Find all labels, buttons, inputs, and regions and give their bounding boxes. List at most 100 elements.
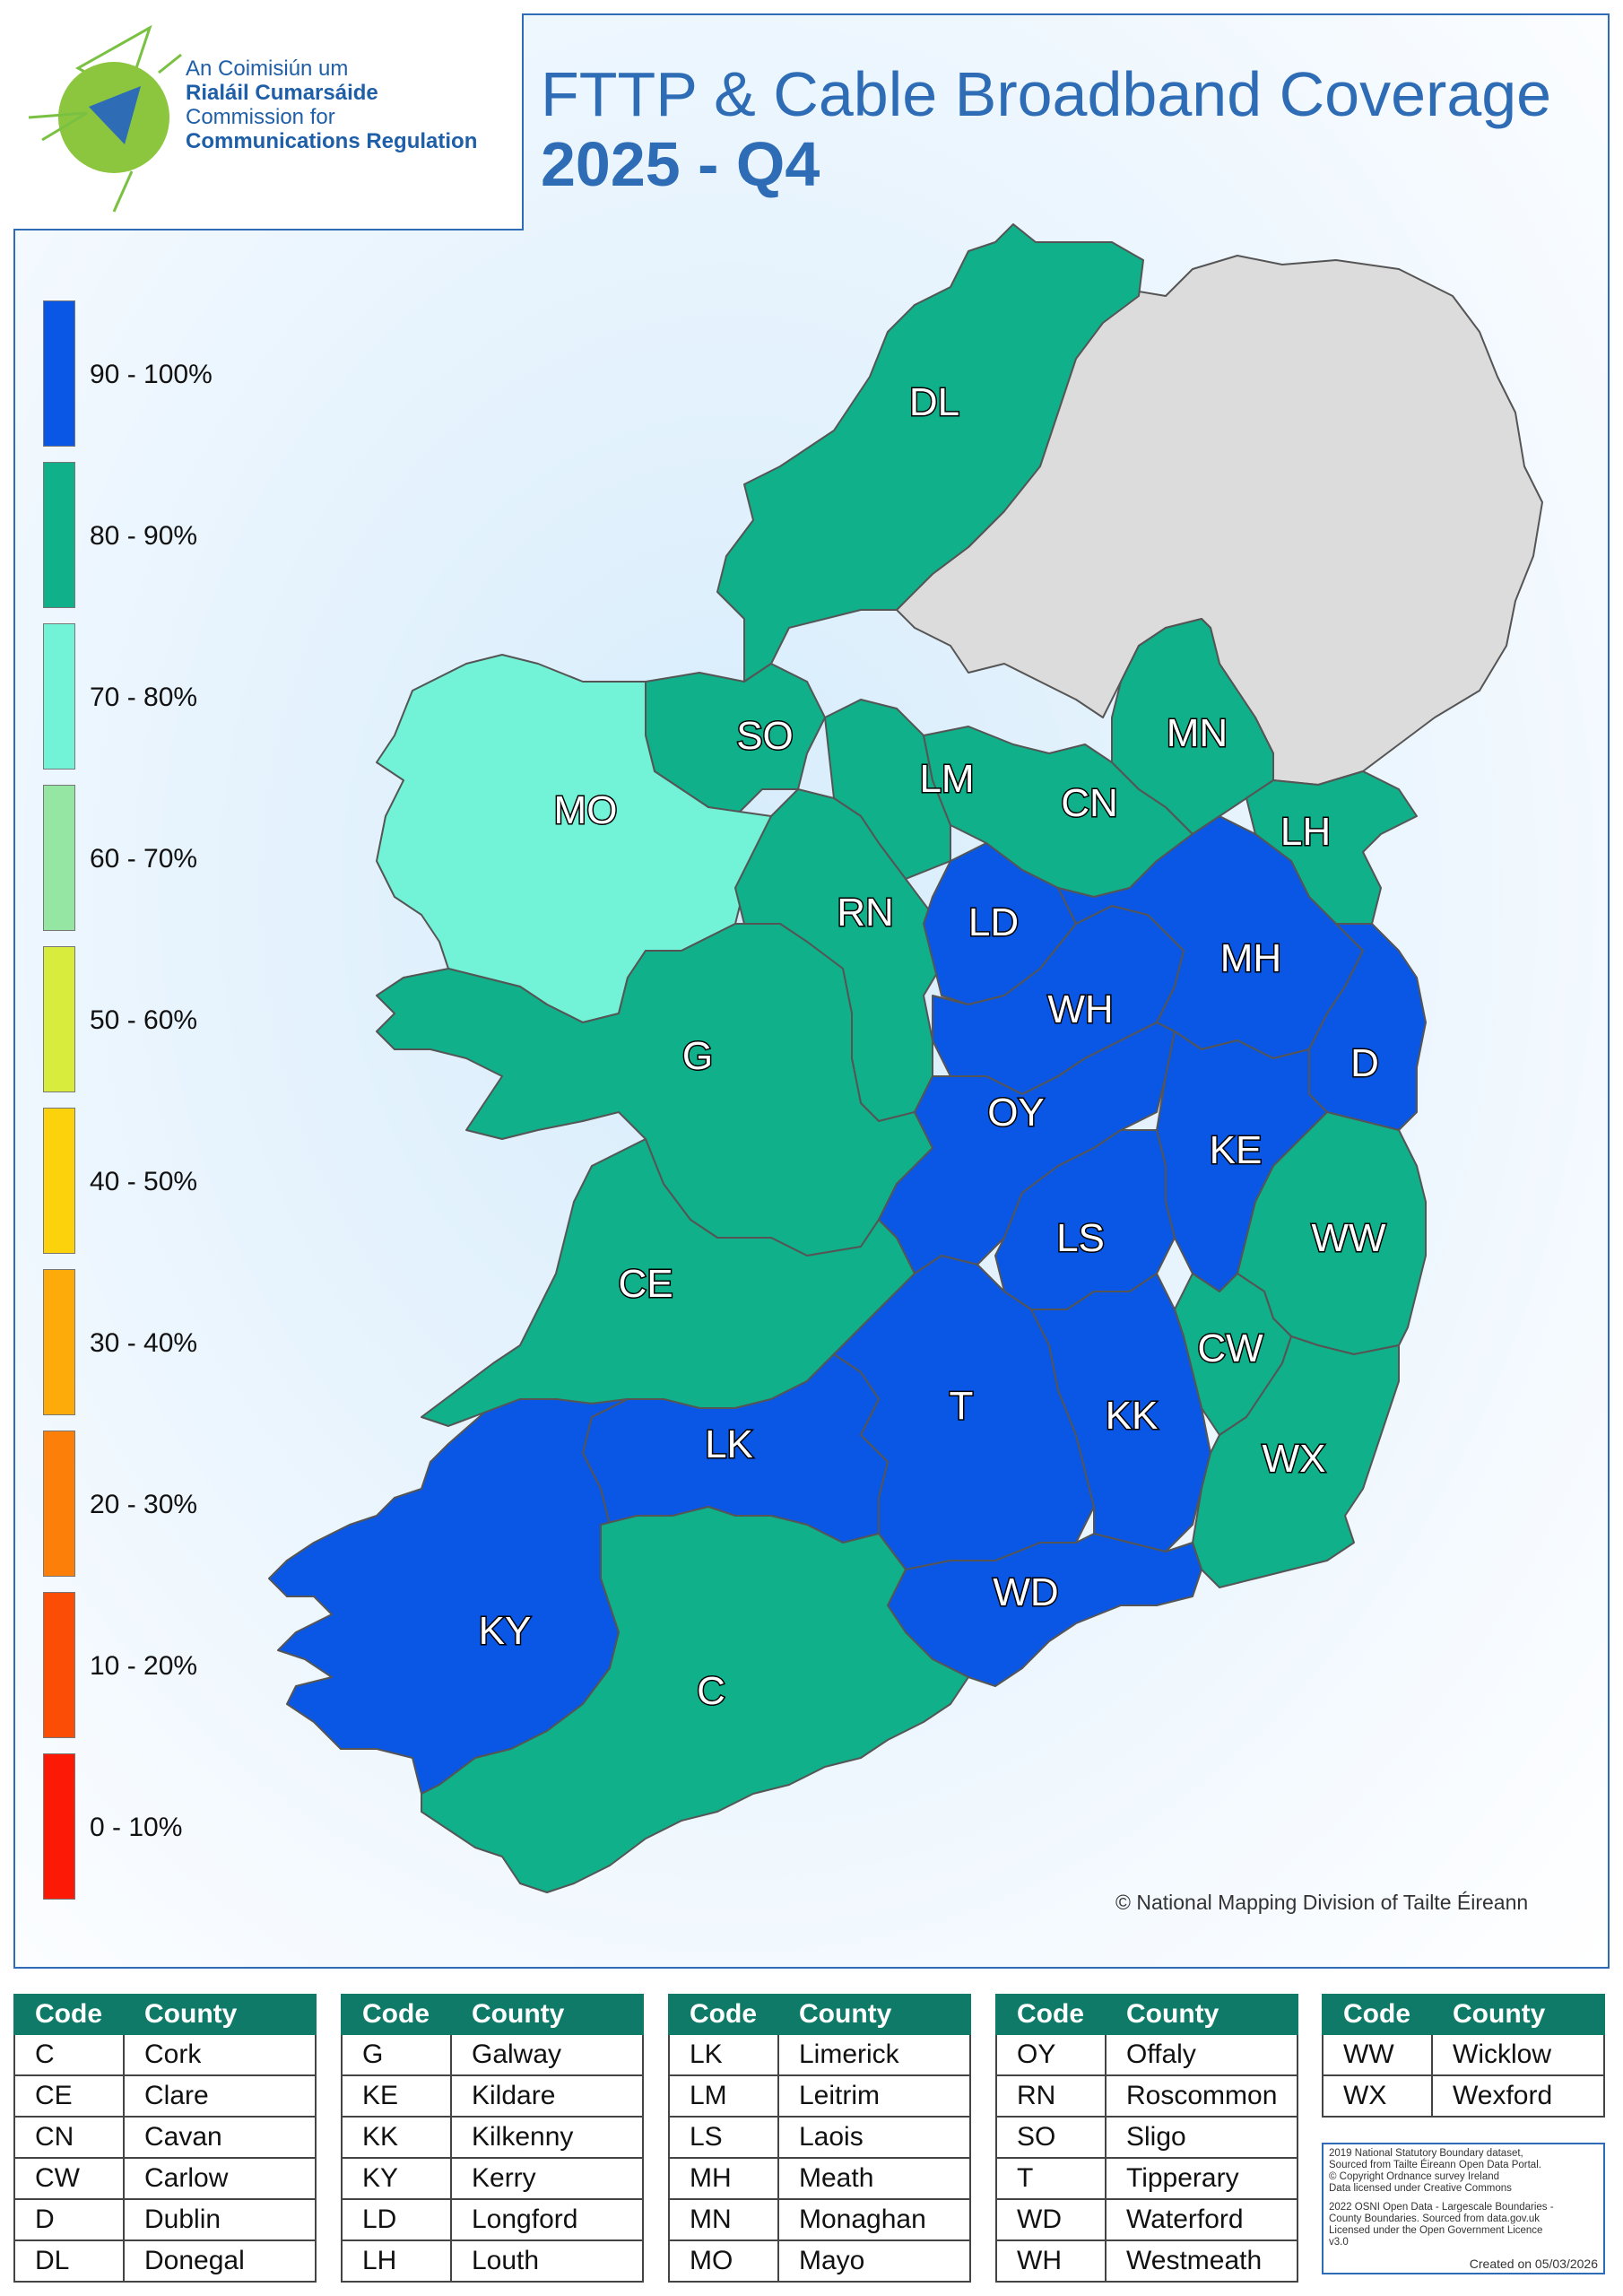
code-cell: RN bbox=[995, 2074, 1107, 2118]
map-label-cn: CN bbox=[1061, 781, 1118, 825]
logo-text: An Coimisiún um Rialáil Cumarsáide Commi… bbox=[186, 57, 477, 153]
map-label-lm: LM bbox=[919, 757, 974, 801]
county-cell: Offaly bbox=[1105, 2033, 1298, 2076]
table-header-county: County bbox=[777, 1994, 971, 2035]
table-header-county: County bbox=[1105, 1994, 1298, 2035]
code-cell: D bbox=[13, 2198, 125, 2241]
map-label-so: SO bbox=[736, 714, 794, 758]
table-row: CN Cavan bbox=[13, 2116, 317, 2159]
county-cell: Donegal bbox=[123, 2239, 317, 2283]
table-row: WX Wexford bbox=[1322, 2074, 1605, 2118]
table-header-code: Code bbox=[668, 1994, 779, 2035]
table-header-row: Code County bbox=[1322, 1994, 1605, 2035]
table-row: LK Limerick bbox=[668, 2033, 971, 2076]
table-row: SO Sligo bbox=[995, 2116, 1298, 2159]
note-line: 2019 National Statutory Boundary dataset… bbox=[1329, 2148, 1523, 2159]
code-cell: WW bbox=[1322, 2033, 1433, 2076]
table-row: MO Mayo bbox=[668, 2239, 971, 2283]
county-cell: Tipperary bbox=[1105, 2157, 1298, 2200]
table-header-row: Code County bbox=[341, 1994, 644, 2035]
note-line: Data licensed under Creative Commons bbox=[1329, 2183, 1512, 2194]
county-cell: Wicklow bbox=[1431, 2033, 1605, 2076]
code-cell: SO bbox=[995, 2116, 1107, 2159]
table-header-county: County bbox=[1431, 1994, 1605, 2035]
table-row: KY Kerry bbox=[341, 2157, 644, 2200]
map-label-wd: WD bbox=[993, 1570, 1058, 1614]
table-row: CW Carlow bbox=[13, 2157, 317, 2200]
map-label-ce: CE bbox=[618, 1262, 673, 1306]
note-line: v3.0 bbox=[1329, 2237, 1349, 2248]
code-cell: C bbox=[13, 2033, 125, 2076]
table-row: G Galway bbox=[341, 2033, 644, 2076]
map-label-lk: LK bbox=[705, 1422, 753, 1466]
note-line: Sourced from Tailte Éireann Open Data Po… bbox=[1329, 2160, 1541, 2170]
code-cell: T bbox=[995, 2157, 1107, 2200]
legend-swatch bbox=[43, 1108, 75, 1254]
table-header-row: Code County bbox=[13, 1994, 317, 2035]
map-label-dl: DL bbox=[909, 380, 959, 424]
code-cell: LS bbox=[668, 2116, 779, 2159]
table-header-county: County bbox=[450, 1994, 644, 2035]
map-label-mn: MN bbox=[1167, 711, 1228, 755]
county-table-1: Code County C Cork CE Clare CN Cavan CW Carlo… bbox=[13, 1994, 317, 2283]
county-cell: Carlow bbox=[123, 2157, 317, 2200]
map-label-oy: OY bbox=[987, 1091, 1045, 1135]
table-row: CE Clare bbox=[13, 2074, 317, 2118]
code-cell: MO bbox=[668, 2239, 779, 2283]
note-line: © Copyright Ordnance survey Ireland bbox=[1329, 2171, 1500, 2182]
table-row: KK Kilkenny bbox=[341, 2116, 644, 2159]
table-header-code: Code bbox=[341, 1994, 452, 2035]
code-cell: KY bbox=[341, 2157, 452, 2200]
map-title: FTTP & Cable Broadband Coverage bbox=[541, 59, 1552, 129]
legend-swatch bbox=[43, 1592, 75, 1738]
legend-label: 30 - 40% bbox=[90, 1328, 198, 1358]
map-label-ke: KE bbox=[1210, 1128, 1263, 1172]
legend-swatch bbox=[43, 946, 75, 1092]
code-cell: CE bbox=[13, 2074, 125, 2118]
map-label-mh: MH bbox=[1220, 936, 1281, 980]
logo-line-4: Communications Regulation bbox=[186, 129, 478, 153]
table-row: LM Leitrim bbox=[668, 2074, 971, 2118]
table-header-code: Code bbox=[1322, 1994, 1433, 2035]
legend-swatch bbox=[43, 300, 75, 447]
table-row: D Dublin bbox=[13, 2198, 317, 2241]
map-label-ld: LD bbox=[968, 900, 1019, 944]
table-header-row: Code County bbox=[995, 1994, 1298, 2035]
county-cell: Limerick bbox=[777, 2033, 971, 2076]
legend-swatch bbox=[43, 1269, 75, 1415]
code-cell: LH bbox=[341, 2239, 452, 2283]
map-label-wh: WH bbox=[1047, 987, 1113, 1031]
county-ky bbox=[268, 1398, 629, 1795]
table-row: MH Meath bbox=[668, 2157, 971, 2200]
map-label-kk: KK bbox=[1106, 1394, 1159, 1438]
code-cell: WD bbox=[995, 2198, 1107, 2241]
table-row: LD Longford bbox=[341, 2198, 644, 2241]
ireland-map: DL SO MO LM CN MN LH RN LD MH WH G D OY … bbox=[268, 223, 1543, 1893]
table-header-code: Code bbox=[13, 1994, 125, 2035]
logo-line-1: An Coimisiún um bbox=[186, 57, 349, 81]
map-label-lh: LH bbox=[1280, 810, 1331, 854]
county-table-4: Code County OY Offaly RN Roscommon SO Sligo … bbox=[995, 1994, 1298, 2283]
table-header-row: Code County bbox=[668, 1994, 971, 2035]
legend-label: 50 - 60% bbox=[90, 1005, 198, 1035]
county-cell: Laois bbox=[777, 2116, 971, 2159]
table-row: DL Donegal bbox=[13, 2239, 317, 2283]
map-label-cw: CW bbox=[1197, 1326, 1263, 1370]
table-row: WH Westmeath bbox=[995, 2239, 1298, 2283]
source-notes: 2019 National Statutory Boundary dataset… bbox=[1322, 2143, 1605, 2274]
county-cell: Louth bbox=[450, 2239, 644, 2283]
code-cell: LM bbox=[668, 2074, 779, 2118]
created-date: Created on 05/03/2026 bbox=[1469, 2257, 1598, 2271]
county-cell: Roscommon bbox=[1105, 2074, 1298, 2118]
map-label-rn: RN bbox=[837, 891, 894, 935]
map-label-ky: KY bbox=[479, 1609, 532, 1653]
table-row: RN Roscommon bbox=[995, 2074, 1298, 2118]
code-cell: OY bbox=[995, 2033, 1107, 2076]
county-cell: Kilkenny bbox=[450, 2116, 644, 2159]
map-label-g: G bbox=[682, 1034, 713, 1078]
code-cell: WH bbox=[995, 2239, 1107, 2283]
code-cell: KE bbox=[341, 2074, 452, 2118]
code-cell: CW bbox=[13, 2157, 125, 2200]
county-cell: Kildare bbox=[450, 2074, 644, 2118]
legend-label: 90 - 100% bbox=[90, 360, 213, 389]
